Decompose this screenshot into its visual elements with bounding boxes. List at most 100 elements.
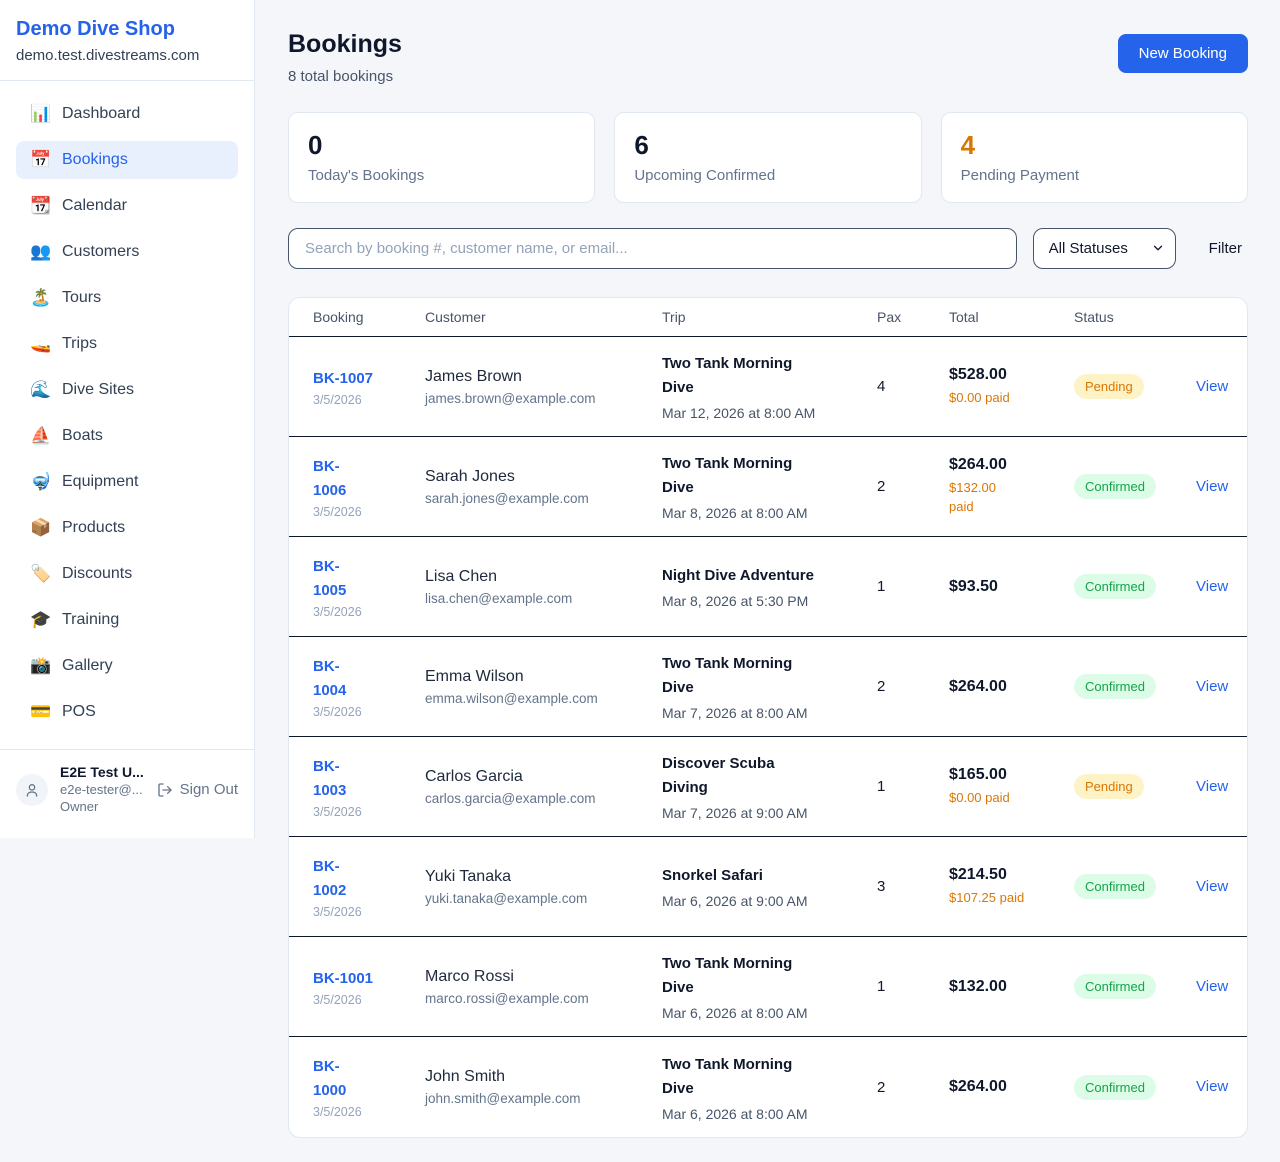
search-input[interactable] xyxy=(288,228,1017,269)
table-body: BK-1007 3/5/2026 James Brown james.brown… xyxy=(289,337,1247,1137)
status-cell: Pending xyxy=(1074,374,1196,399)
customer-name: Marco Rossi xyxy=(425,967,514,985)
diving-mask-icon: 🤿 xyxy=(30,472,52,491)
sidebar-nav-item[interactable]: 📅 Bookings xyxy=(16,141,238,179)
sidebar-nav-item[interactable]: 📆 Calendar xyxy=(16,187,238,225)
calendar-icon: 📅 xyxy=(30,150,52,169)
status-badge: Pending xyxy=(1074,374,1144,399)
view-link[interactable]: View xyxy=(1196,477,1229,495)
tear-off-calendar-icon: 📆 xyxy=(30,196,52,215)
sign-out-label: Sign Out xyxy=(179,781,238,799)
status-select[interactable]: All Statuses xyxy=(1032,228,1176,269)
booking-id-link[interactable]: BK-1007 xyxy=(313,369,374,387)
sidebar-nav-item[interactable]: 📸 Gallery xyxy=(16,647,238,685)
table-row: BK- 1004 3/5/2026 Emma Wilson emma.wilso… xyxy=(289,637,1247,737)
sidebar-nav-item[interactable]: 💳 POS xyxy=(16,693,238,731)
people-icon: 👥 xyxy=(30,242,52,261)
booking-id-link[interactable]: BK-1001 xyxy=(313,969,374,987)
nav-item-label: Calendar xyxy=(62,197,127,214)
customer-cell: Lisa Chen lisa.chen@example.com xyxy=(425,568,662,606)
pax-cell: 4 xyxy=(877,378,886,395)
status-cell: Confirmed xyxy=(1074,574,1196,599)
nav-item-label: Products xyxy=(62,519,126,536)
bar-chart-icon: 📊 xyxy=(30,104,52,123)
booking-cell: BK- 1004 3/5/2026 xyxy=(313,655,425,719)
customer-email: yuki.tanaka@example.com xyxy=(425,890,588,906)
booking-id-link[interactable]: BK- 1000 xyxy=(313,1058,347,1099)
booking-id-link[interactable]: BK- 1002 xyxy=(313,857,347,899)
view-link[interactable]: View xyxy=(1196,577,1229,595)
sidebar-nav-item[interactable]: 📦 Products xyxy=(16,509,238,547)
total-cell: $93.50 xyxy=(949,578,1074,596)
sign-out-button[interactable]: Sign Out xyxy=(157,781,238,798)
customer-email: carlos.garcia@example.com xyxy=(425,790,596,806)
sidebar-nav-item[interactable]: 🌊 Dive Sites xyxy=(16,371,238,409)
stat-value: 6 xyxy=(634,130,649,160)
status-badge: Pending xyxy=(1074,774,1144,799)
stat-value: 4 xyxy=(960,130,976,160)
sidebar-nav-item[interactable]: ⛵ Boats xyxy=(16,417,238,455)
view-link[interactable]: View xyxy=(1196,777,1229,795)
total-cell: $264.00 xyxy=(949,678,1074,696)
table-row: BK-1001 3/5/2026 Marco Rossi marco.rossi… xyxy=(289,937,1247,1037)
trip-name: Snorkel Safari xyxy=(662,867,763,884)
sailboat-icon: ⛵ xyxy=(30,426,52,445)
booking-id-link[interactable]: BK- 1005 xyxy=(313,557,347,599)
stat-label: Upcoming Confirmed xyxy=(634,167,776,184)
user-block: E2E Test U... e2e-tester@... Owner Sign … xyxy=(0,749,254,834)
total-cell: $132.00 xyxy=(949,978,1074,996)
booking-id-link[interactable]: BK- 1006 xyxy=(313,457,347,499)
status-badge: Confirmed xyxy=(1074,1074,1156,1100)
customer-name: John Smith xyxy=(425,1068,506,1085)
status-badge: Confirmed xyxy=(1074,474,1156,499)
sidebar-nav-item[interactable]: 👥 Customers xyxy=(16,233,238,271)
booking-cell: BK- 1000 3/5/2026 xyxy=(313,1055,425,1119)
sidebar-nav-item[interactable]: 🏝️ Tours xyxy=(16,279,238,317)
total-amount: $264.00 xyxy=(949,677,1007,695)
actions-cell: View xyxy=(1196,978,1228,996)
view-link[interactable]: View xyxy=(1196,1078,1229,1095)
sidebar-nav-item[interactable]: 🎓 Training xyxy=(16,601,238,639)
booking-id-link[interactable]: BK- 1003 xyxy=(313,757,347,799)
pax-cell: 2 xyxy=(877,478,886,495)
stat-label: Pending Payment xyxy=(960,167,1080,184)
booking-date: 3/5/2026 xyxy=(313,992,362,1007)
table-row: BK- 1006 3/5/2026 Sarah Jones sarah.jone… xyxy=(289,437,1247,537)
status-cell: Confirmed xyxy=(1074,674,1196,699)
booking-date: 3/5/2026 xyxy=(313,504,362,519)
stat-value: 0 xyxy=(308,130,323,160)
new-booking-button[interactable]: New Booking xyxy=(1117,34,1248,73)
column-header-booking: Booking xyxy=(313,309,364,325)
nav-item-label: Boats xyxy=(62,427,103,444)
user-role: Owner xyxy=(60,798,99,814)
booking-date: 3/5/2026 xyxy=(313,392,362,407)
page-title: Bookings xyxy=(288,30,402,58)
sidebar-nav-item[interactable]: 🏷️ Discounts xyxy=(16,555,238,593)
actions-cell: View xyxy=(1196,478,1228,496)
view-link[interactable]: View xyxy=(1196,377,1229,395)
booking-id-link[interactable]: BK- 1004 xyxy=(313,657,347,699)
customer-email: james.brown@example.com xyxy=(425,390,596,406)
sidebar-nav-item[interactable]: 🤿 Equipment xyxy=(16,463,238,501)
status-select-wrap: All Statuses xyxy=(1032,228,1176,269)
sidebar-nav-item[interactable]: 📊 Dashboard xyxy=(16,95,238,133)
nav-item-label: Customers xyxy=(62,243,140,260)
total-cell: $264.00 $132.00 paid xyxy=(949,456,1074,517)
trip-cell: Two Tank Morning Dive Mar 8, 2026 at 8:0… xyxy=(662,452,877,521)
sidebar-nav-item[interactable]: 🚤 Trips xyxy=(16,325,238,363)
view-link[interactable]: View xyxy=(1196,877,1229,895)
booking-date: 3/5/2026 xyxy=(313,604,362,619)
trip-datetime: Mar 8, 2026 at 5:30 PM xyxy=(662,593,809,609)
trip-cell: Night Dive Adventure Mar 8, 2026 at 5:30… xyxy=(662,564,877,609)
filter-button[interactable]: Filter xyxy=(1208,240,1242,257)
view-link[interactable]: View xyxy=(1196,677,1229,695)
customer-name: Carlos Garcia xyxy=(425,767,523,785)
sidebar: Demo Dive Shop demo.test.divestreams.com… xyxy=(0,0,255,838)
booking-cell: BK-1007 3/5/2026 xyxy=(313,367,425,407)
trip-datetime: Mar 8, 2026 at 8:00 AM xyxy=(662,505,808,521)
status-cell: Confirmed xyxy=(1074,974,1196,999)
view-link[interactable]: View xyxy=(1196,977,1229,995)
nav-item-label: Training xyxy=(62,611,120,628)
customer-cell: John Smith john.smith@example.com xyxy=(425,1068,662,1106)
stat-card: 6 Upcoming Confirmed xyxy=(614,112,922,203)
